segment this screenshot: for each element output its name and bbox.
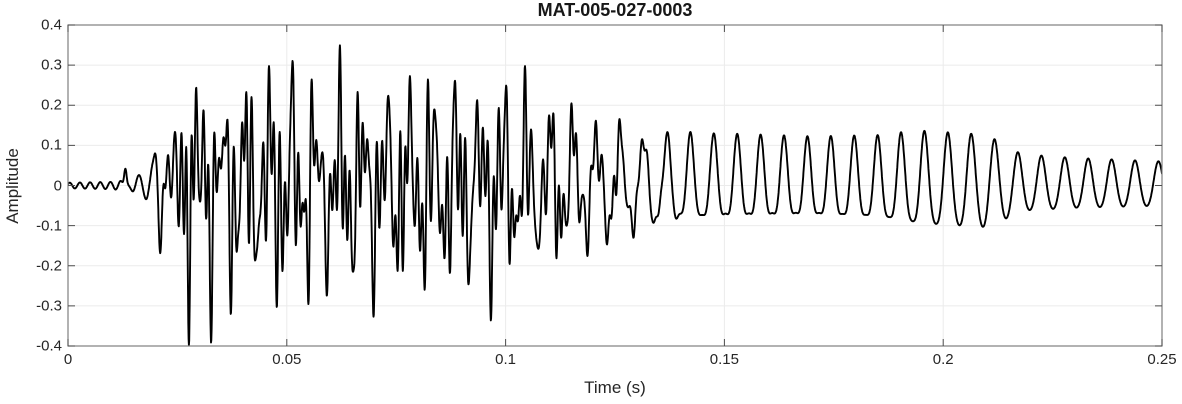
x-tick-label: 0.05 <box>272 351 302 368</box>
y-tick-label: -0.2 <box>36 257 62 275</box>
y-tick-label: 0.3 <box>41 56 62 74</box>
y-axis-label: Amplitude <box>3 148 22 224</box>
tick-marks <box>67 24 1163 347</box>
x-tick-label: 0.2 <box>932 351 954 368</box>
x-tick-label: 0.15 <box>709 351 739 368</box>
x-tick-label: 0.1 <box>495 351 517 368</box>
waveform-series <box>68 44 1162 346</box>
x-tick-label: 0.25 <box>1147 351 1177 368</box>
y-tick-label: 0.1 <box>41 136 62 154</box>
y-tick-label: -0.3 <box>36 297 62 315</box>
y-tick-label: -0.1 <box>36 217 62 235</box>
y-tick-label: -0.4 <box>36 337 62 355</box>
y-tick-label: 0 <box>53 177 62 194</box>
y-tick-label: 0.2 <box>41 96 62 114</box>
y-tick-label: 0.4 <box>41 16 62 34</box>
x-axis-label: Time (s) <box>584 378 646 397</box>
chart-title: MAT-005-027-0003 <box>537 0 693 20</box>
x-tick-label: 0 <box>63 351 73 368</box>
waveform-line <box>68 44 1162 346</box>
